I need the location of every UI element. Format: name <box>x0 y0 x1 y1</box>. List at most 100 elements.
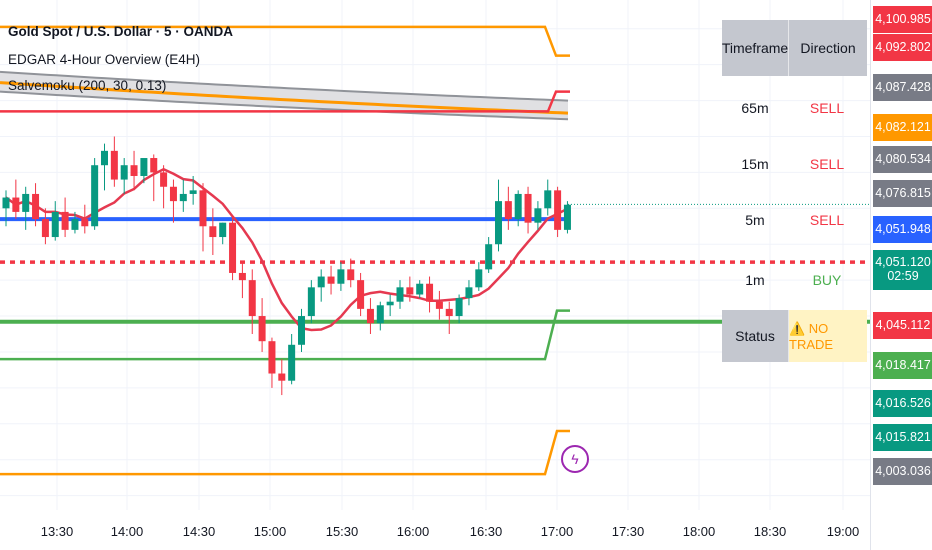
time-label: 16:00 <box>396 524 430 539</box>
candle-body <box>455 298 463 317</box>
candle-body <box>130 165 138 176</box>
candle-body <box>101 150 108 166</box>
candle-countdown: 02:59 <box>887 269 919 283</box>
candle-body <box>307 287 315 317</box>
price-label: 4,076.815 <box>873 180 932 207</box>
candle-body <box>416 283 424 295</box>
moving-average-line <box>5 167 569 332</box>
candle-body <box>91 165 99 227</box>
time-label: 18:30 <box>753 524 787 539</box>
candle-body <box>229 222 237 273</box>
candle-body <box>150 158 158 173</box>
candle-body <box>435 301 443 309</box>
price-label: 4,087.428 <box>873 74 932 101</box>
level-line-orange-top <box>0 25 570 57</box>
candle-body <box>465 287 473 299</box>
time-label: 18:00 <box>682 524 716 539</box>
status-label: Status <box>722 310 788 362</box>
time-label: 15:30 <box>325 524 359 539</box>
direction-cell: SELL <box>809 212 845 228</box>
price-label: 4,016.526 <box>873 390 932 417</box>
status-value: ⚠️ NO TRADE <box>788 310 867 362</box>
indicator-legend-salvemoku[interactable]: Salvemoku (200, 30, 0.13) <box>8 78 167 93</box>
price-label: 4,015.821 <box>873 424 932 451</box>
candle-body <box>288 344 296 381</box>
candle-body <box>524 193 532 223</box>
candle-body <box>169 186 177 202</box>
direction-cell: BUY <box>812 272 842 288</box>
candle-body <box>199 190 207 227</box>
price-label: 4,003.036 <box>873 458 932 485</box>
candle-body <box>544 190 552 209</box>
candle-body <box>534 208 542 223</box>
tf-cell: 1m <box>745 272 765 288</box>
candle-body <box>298 316 305 345</box>
candle-body <box>514 193 522 220</box>
time-label: 14:30 <box>182 524 216 539</box>
candle-body <box>22 193 30 212</box>
candle-body <box>120 165 128 180</box>
candle-body <box>426 283 434 302</box>
level-line-red-upper <box>0 90 570 113</box>
candle-body <box>51 211 59 238</box>
candle-body <box>357 280 365 309</box>
candle-body <box>81 219 89 227</box>
cloud-upper-line <box>0 70 569 102</box>
time-label: 17:00 <box>540 524 574 539</box>
candle-body <box>504 201 512 220</box>
price-label: 4,045.112 <box>873 312 932 339</box>
chart-area[interactable]: Gold Spot / U.S. Dollar · 5 · OANDA EDGA… <box>0 0 870 510</box>
candle-body <box>160 172 168 187</box>
current-price-label: 4,051.120 02:59 <box>873 250 932 290</box>
cloud-lower-line <box>0 90 569 121</box>
candle-body <box>219 222 227 238</box>
candle-body <box>396 287 404 302</box>
candle-body <box>110 150 118 180</box>
current-price: 4,051.120 <box>875 255 931 269</box>
time-label: 19:00 <box>826 524 860 539</box>
candle-body <box>563 204 571 230</box>
symbol-title[interactable]: Gold Spot / U.S. Dollar · 5 · OANDA <box>8 24 234 39</box>
candle-body <box>2 197 10 209</box>
time-label: 14:00 <box>110 524 144 539</box>
indicator-legend-e4h[interactable]: EDGAR 4-Hour Overview (E4H) <box>8 52 201 67</box>
candle-body <box>406 287 414 295</box>
candle-body <box>12 197 20 212</box>
price-label: 4,082.121 <box>873 114 932 141</box>
price-label: 4,100.985 <box>873 6 932 33</box>
candles <box>2 136 571 396</box>
price-label: 4,092.802 <box>873 34 932 61</box>
candle-body <box>495 201 502 245</box>
candle-body <box>485 244 493 270</box>
candle-body <box>248 280 256 317</box>
candle-body <box>475 269 483 288</box>
candle-body <box>32 193 40 220</box>
price-scale[interactable]: 4,100.985 4,092.802 4,087.428 4,082.121 … <box>870 0 932 550</box>
candle-body <box>366 308 374 324</box>
candle-body <box>386 301 394 306</box>
candle-body <box>327 276 335 284</box>
candle-body <box>376 305 384 324</box>
candle-body <box>189 190 197 194</box>
candle-body <box>61 211 69 230</box>
candle-body <box>71 219 79 230</box>
candle-body <box>179 193 187 202</box>
direction-cell: SELL <box>809 156 845 172</box>
header-direction: Direction <box>788 20 867 76</box>
candle-body <box>554 190 562 230</box>
candle-body <box>317 276 325 288</box>
candle-body <box>140 158 148 176</box>
candle-body <box>41 219 49 238</box>
tf-cell: 65m <box>741 100 769 116</box>
candle-body <box>445 308 453 317</box>
price-label: 4,018.417 <box>873 352 932 379</box>
candle-body <box>347 269 355 281</box>
tf-cell: 5m <box>745 212 765 228</box>
candle-body <box>258 316 266 342</box>
time-axis[interactable]: 13:30 14:00 14:30 15:00 15:30 16:00 16:3… <box>0 510 870 550</box>
indicator-lines <box>0 25 870 476</box>
time-label: 13:30 <box>40 524 74 539</box>
price-label: 4,080.534 <box>873 146 932 173</box>
candle-body <box>209 226 217 238</box>
lightning-icon[interactable]: ϟ <box>561 445 589 473</box>
